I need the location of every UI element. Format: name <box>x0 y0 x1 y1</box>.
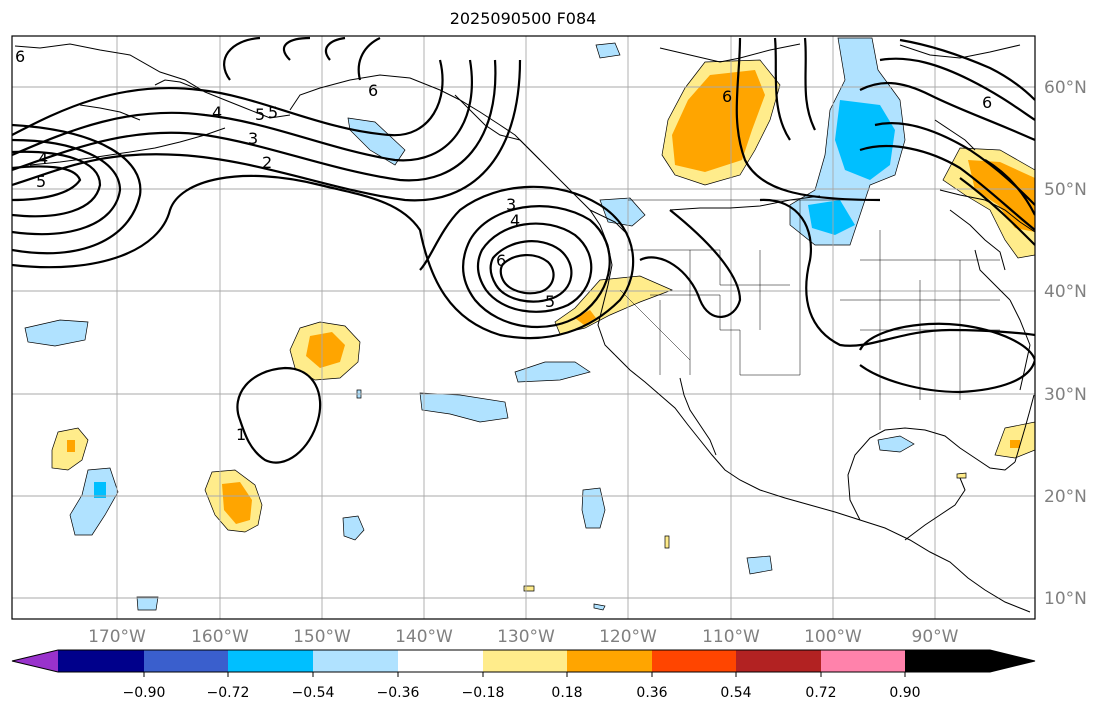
contour-label: 2 <box>262 153 272 172</box>
colorbar-bin <box>144 650 228 672</box>
lon-label: 130°W <box>497 627 555 647</box>
lon-label: 160°W <box>191 627 249 647</box>
contour-label: 5 <box>545 292 555 311</box>
lat-label: 50°N <box>1044 180 1087 200</box>
lat-label: 40°N <box>1044 282 1087 302</box>
colorbar-label: 0.36 <box>636 685 667 701</box>
anomaly-shading <box>24 37 1035 611</box>
colorbar-bin <box>567 650 652 672</box>
lon-label: 150°W <box>293 627 351 647</box>
lon-label: 110°W <box>702 627 760 647</box>
contour-label: 6 <box>368 81 378 100</box>
contour-label: 3 <box>506 195 516 214</box>
colorbar: −0.90 −0.72 −0.54 −0.36 −0.18 0.18 0.36 … <box>11 649 1036 701</box>
colorbar-bin <box>483 650 567 672</box>
colorbar-extend-high <box>905 650 1035 672</box>
lat-label: 60°N <box>1044 78 1087 98</box>
colorbar-bin <box>821 650 905 672</box>
contour-label: 3 <box>248 129 258 148</box>
colorbar-extend-low <box>12 650 58 672</box>
colorbar-label: 0.72 <box>805 685 836 701</box>
contour-label: 5 <box>255 105 265 124</box>
contour-label: 5 <box>36 172 46 191</box>
colorbar-label: 0.18 <box>551 685 582 701</box>
colorbar-label: −0.18 <box>462 685 505 701</box>
lon-label: 140°W <box>395 627 453 647</box>
lat-label: 30°N <box>1044 385 1087 405</box>
contour-label: 4 <box>212 103 222 122</box>
colorbar-label: 0.54 <box>720 685 751 701</box>
contour-label: 1 <box>236 425 246 444</box>
contour-label: 6 <box>15 47 25 66</box>
lat-label: 20°N <box>1044 487 1087 507</box>
colorbar-bin <box>398 650 483 672</box>
height-contours <box>12 36 1035 464</box>
colorbar-bin <box>652 650 736 672</box>
contour-label: 5 <box>268 103 278 122</box>
colorbar-outline <box>11 649 1036 673</box>
lat-label: 10°N <box>1044 589 1087 609</box>
longitude-labels: 170°W 160°W 150°W 140°W 130°W 120°W 110°… <box>88 627 959 647</box>
colorbar-label: 0.90 <box>889 685 920 701</box>
colorbar-bin <box>736 650 821 672</box>
colorbar-label: −0.72 <box>207 685 250 701</box>
colorbar-label: −0.36 <box>377 685 420 701</box>
colorbar-bin <box>228 650 313 672</box>
map-title: 2025090500 F084 <box>449 9 597 28</box>
contour-label: 6 <box>496 251 506 270</box>
lon-label: 170°W <box>88 627 146 647</box>
colorbar-label: −0.90 <box>123 685 166 701</box>
contour-label: 6 <box>722 87 732 106</box>
map-frame <box>11 35 1036 620</box>
contour-label: 4 <box>510 211 520 230</box>
colorbar-bin <box>313 650 398 672</box>
lon-label: 100°W <box>804 627 862 647</box>
lon-label: 90°W <box>912 627 959 647</box>
latitude-labels: 60°N 50°N 40°N 30°N 20°N 10°N <box>1044 78 1087 609</box>
contour-label: 4 <box>38 149 48 168</box>
contour-label: 6 <box>982 93 992 112</box>
colorbar-label: −0.54 <box>292 685 335 701</box>
colorbar-bin <box>58 650 144 672</box>
lon-label: 120°W <box>599 627 657 647</box>
contour-labels: 6 6 6 5 5 4 3 2 4 5 3 4 6 5 1 6 <box>15 47 992 444</box>
